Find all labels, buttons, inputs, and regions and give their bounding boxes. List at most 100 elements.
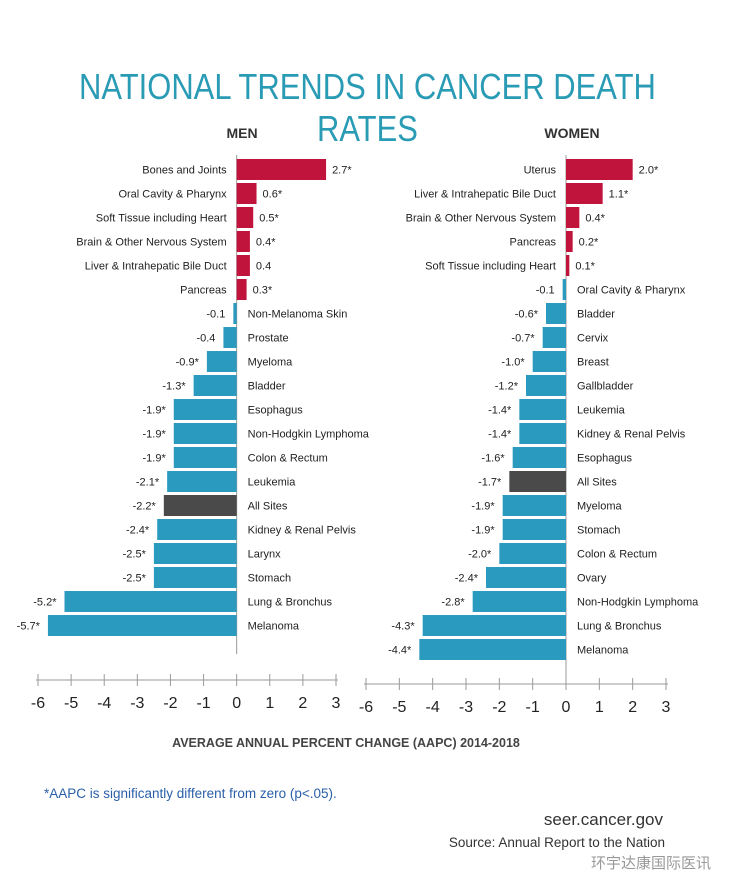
women-bar	[502, 495, 566, 516]
men-bar	[167, 471, 237, 492]
men-tick-label: 1	[265, 695, 274, 712]
website-link[interactable]: seer.cancer.gov	[543, 810, 663, 829]
men-value-label: -2.4*	[126, 525, 150, 537]
women-category-label: Oral Cavity & Pharynx	[577, 285, 686, 297]
women-value-label: -2.8*	[441, 597, 465, 609]
women-value-label: -2.4*	[455, 573, 479, 585]
women-bar	[499, 543, 566, 564]
women-tick-label: -3	[459, 699, 473, 716]
men-category-label: Melanoma	[248, 621, 300, 633]
men-bar	[236, 231, 250, 252]
men-value-label: 0.3*	[253, 285, 273, 297]
women-bar	[546, 303, 566, 324]
men-category-label: Prostate	[248, 333, 289, 345]
women-category-label: Esophagus	[577, 453, 633, 465]
men-value-label: -1.9*	[143, 453, 167, 465]
men-category-label: Larynx	[248, 549, 282, 561]
men-tick-label: 2	[298, 695, 307, 712]
women-value-label: 1.1*	[609, 189, 629, 201]
women-category-label: Cervix	[577, 333, 609, 345]
women-bar	[566, 207, 580, 228]
women-category-label: Ovary	[577, 573, 607, 585]
men-tick-label: 0	[232, 695, 241, 712]
men-category-label: Liver & Intrahepatic Bile Duct	[85, 261, 227, 273]
men-tick-label: -3	[130, 695, 144, 712]
women-value-label: 2.0*	[639, 165, 659, 177]
men-tick-label: -5	[64, 695, 78, 712]
men-value-label: -5.2*	[33, 597, 57, 609]
women-tick-label: -2	[492, 699, 506, 716]
women-category-label: Myeloma	[577, 501, 623, 513]
women-bar	[532, 351, 566, 372]
men-category-label: Non-Melanoma Skin	[248, 309, 348, 321]
women-value-label: -1.9*	[471, 525, 495, 537]
women-value-label: -0.7*	[511, 333, 535, 345]
women-value-label: 0.4*	[585, 213, 605, 225]
men-bar	[233, 303, 237, 324]
women-bar	[566, 231, 573, 252]
women-bar	[566, 183, 603, 204]
men-bar	[193, 375, 237, 396]
men-tick-label: -6	[31, 695, 45, 712]
women-category-label: Gallbladder	[577, 381, 634, 393]
women-bar	[519, 423, 566, 444]
men-category-label: Lung & Bronchus	[248, 597, 333, 609]
women-value-label: -1.7*	[478, 477, 502, 489]
men-category-label: Myeloma	[248, 357, 294, 369]
women-panel: WOMEN Uterus 2.0* Liver & Intrahepatic Bile…	[359, 125, 699, 716]
men-category-label: Bones and Joints	[142, 165, 227, 177]
women-category-label: Liver & Intrahepatic Bile Duct	[414, 189, 556, 201]
men-tick-label: -2	[163, 695, 177, 712]
x-axis-title: AVERAGE ANNUAL PERCENT CHANGE (AAPC) 201…	[172, 736, 520, 750]
women-category-label: Leukemia	[577, 405, 626, 417]
men-bar	[236, 255, 250, 276]
women-bar	[562, 279, 566, 300]
men-category-label: Pancreas	[180, 285, 227, 297]
men-value-label: 0.5*	[259, 213, 279, 225]
women-bar	[509, 471, 566, 492]
women-value-label: -1.4*	[488, 429, 512, 441]
men-value-label: 0.4	[256, 261, 271, 273]
women-value-label: -4.4*	[388, 645, 412, 657]
men-value-label: -5.7*	[17, 621, 41, 633]
men-value-label: -1.9*	[143, 405, 167, 417]
watermark: 环宇达康国际医讯	[590, 854, 711, 872]
women-value-label: -1.0*	[501, 357, 525, 369]
women-category-label: Non-Hodgkin Lymphoma	[577, 597, 699, 609]
women-tick-label: -5	[392, 699, 406, 716]
women-value-label: -1.4*	[488, 405, 512, 417]
men-category-label: Brain & Other Nervous System	[76, 237, 226, 249]
women-category-label: Soft Tissue including Heart	[425, 261, 556, 273]
men-value-label: 0.4*	[256, 237, 276, 249]
women-value-label: -1.6*	[481, 453, 505, 465]
men-bar	[173, 399, 237, 420]
women-category-label: Bladder	[577, 309, 615, 321]
men-category-label: Esophagus	[248, 405, 304, 417]
women-tick-label: -6	[359, 699, 373, 716]
men-category-label: Stomach	[248, 573, 291, 585]
women-category-label: Pancreas	[510, 237, 557, 249]
women-bar	[419, 639, 566, 660]
men-value-label: -0.1	[206, 309, 225, 321]
women-tick-label: 2	[628, 699, 637, 716]
men-bar	[163, 495, 237, 516]
women-value-label: -2.0*	[468, 549, 492, 561]
men-bar	[236, 183, 257, 204]
men-category-label: Oral Cavity & Pharynx	[118, 189, 227, 201]
men-bar	[157, 519, 237, 540]
men-value-label: 2.7*	[332, 165, 352, 177]
men-bar	[223, 327, 237, 348]
women-bar	[542, 327, 566, 348]
men-bar	[236, 207, 254, 228]
men-bar	[206, 351, 237, 372]
women-tick-label: 0	[562, 699, 571, 716]
men-bar	[47, 615, 237, 636]
women-tick-label: -1	[526, 699, 540, 716]
women-bar	[566, 255, 570, 276]
men-value-label: -0.4	[196, 333, 215, 345]
women-category-label: Kidney & Renal Pelvis	[577, 429, 686, 441]
men-category-label: All Sites	[248, 501, 288, 513]
men-value-label: -0.9*	[176, 357, 200, 369]
men-category-label: Non-Hodgkin Lymphoma	[248, 429, 370, 441]
women-category-label: Melanoma	[577, 645, 629, 657]
